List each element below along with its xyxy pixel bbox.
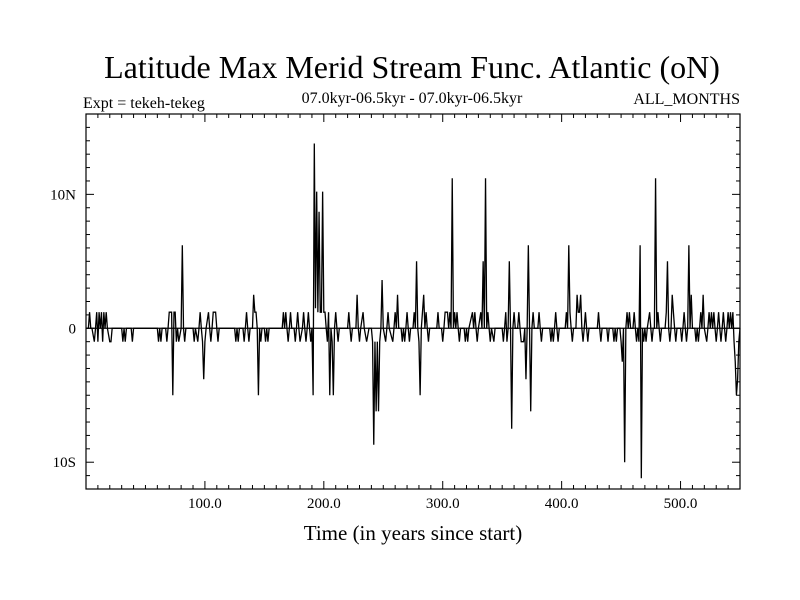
series-group [86,143,741,479]
y-tick-label: 10N [50,187,76,203]
x-tick-label: 100.0 [188,496,222,512]
x-tick-label: 500.0 [664,496,698,512]
y-tick-label: 0 [69,321,77,337]
x-tick-label: 400.0 [545,496,579,512]
x-axis-label: Time (in years since start) [304,521,523,545]
months-label: ALL_MONTHS [633,91,740,108]
y-tick-label: 10S [53,455,76,471]
x-tick-label: 300.0 [426,496,460,512]
series-line [86,143,741,479]
chart-title: Latitude Max Merid Stream Func. Atlantic… [104,49,720,85]
experiment-label: Expt = tekeh-tekeg [83,95,205,112]
x-tick-label: 200.0 [307,496,341,512]
period-label: 07.0kyr-06.5kyr - 07.0kyr-06.5kyr [302,90,523,107]
